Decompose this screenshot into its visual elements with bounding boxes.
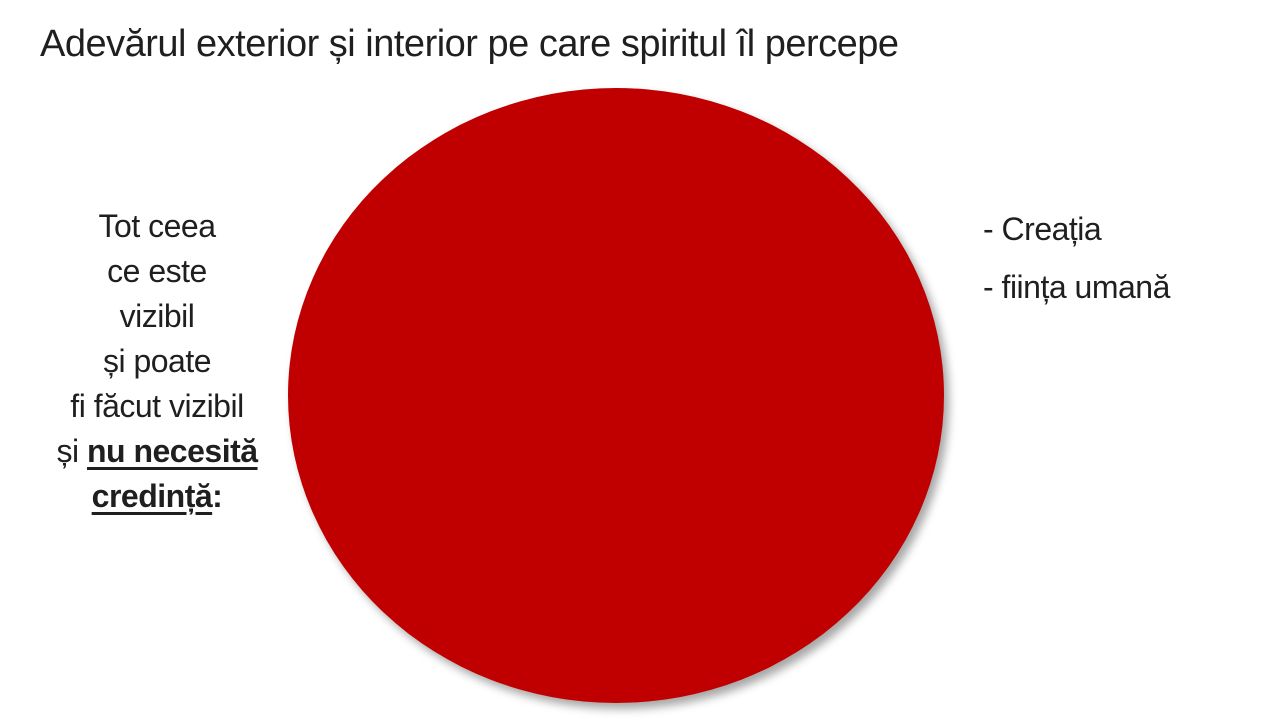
left-text-line: vizibil bbox=[119, 298, 195, 334]
left-text-line: și poate bbox=[102, 343, 212, 379]
right-annotation-list: - Creația - ființa umană bbox=[983, 210, 1170, 326]
colon-suffix: : bbox=[212, 478, 223, 514]
left-text-line: ce este bbox=[107, 253, 207, 289]
left-text-line: Tot ceea bbox=[98, 208, 216, 244]
left-text-line: fi făcut vizibil bbox=[70, 388, 244, 424]
left-text-line: și nu necesită bbox=[16, 429, 298, 474]
left-annotation-block: Tot ceea ce este vizibil și poate fi făc… bbox=[16, 204, 298, 519]
emphasized-underlined-text: nu necesită bbox=[86, 433, 258, 469]
red-circle-shape bbox=[288, 88, 944, 703]
emphasized-underlined-text: credință bbox=[91, 478, 213, 514]
slide-title: Adevărul exterior și interior pe care sp… bbox=[40, 23, 899, 65]
left-text-prefix: și bbox=[56, 433, 87, 469]
list-item: - ființa umană bbox=[983, 269, 1170, 305]
list-item: - Creația bbox=[983, 211, 1102, 247]
left-text-line: credință: bbox=[16, 474, 298, 519]
